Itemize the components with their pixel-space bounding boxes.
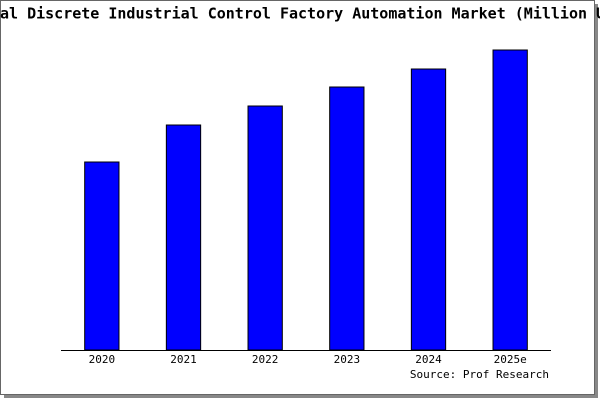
x-tick-label: 2021 [170,353,197,366]
x-tick-label: 2022 [252,353,279,366]
x-tick-label: 2025e [494,353,527,366]
plot-area [61,48,551,350]
chart-title: al Discrete Industrial Control Factory A… [0,5,600,23]
x-tick-label: 2020 [89,353,116,366]
bar [329,86,365,351]
source-note: Source: Prof Research [410,368,549,381]
x-tick-label: 2023 [334,353,361,366]
bar [492,49,528,351]
bar [84,161,120,351]
x-tick-label: 2024 [415,353,442,366]
bar [165,124,202,351]
bar [410,68,447,351]
bar [247,105,283,351]
